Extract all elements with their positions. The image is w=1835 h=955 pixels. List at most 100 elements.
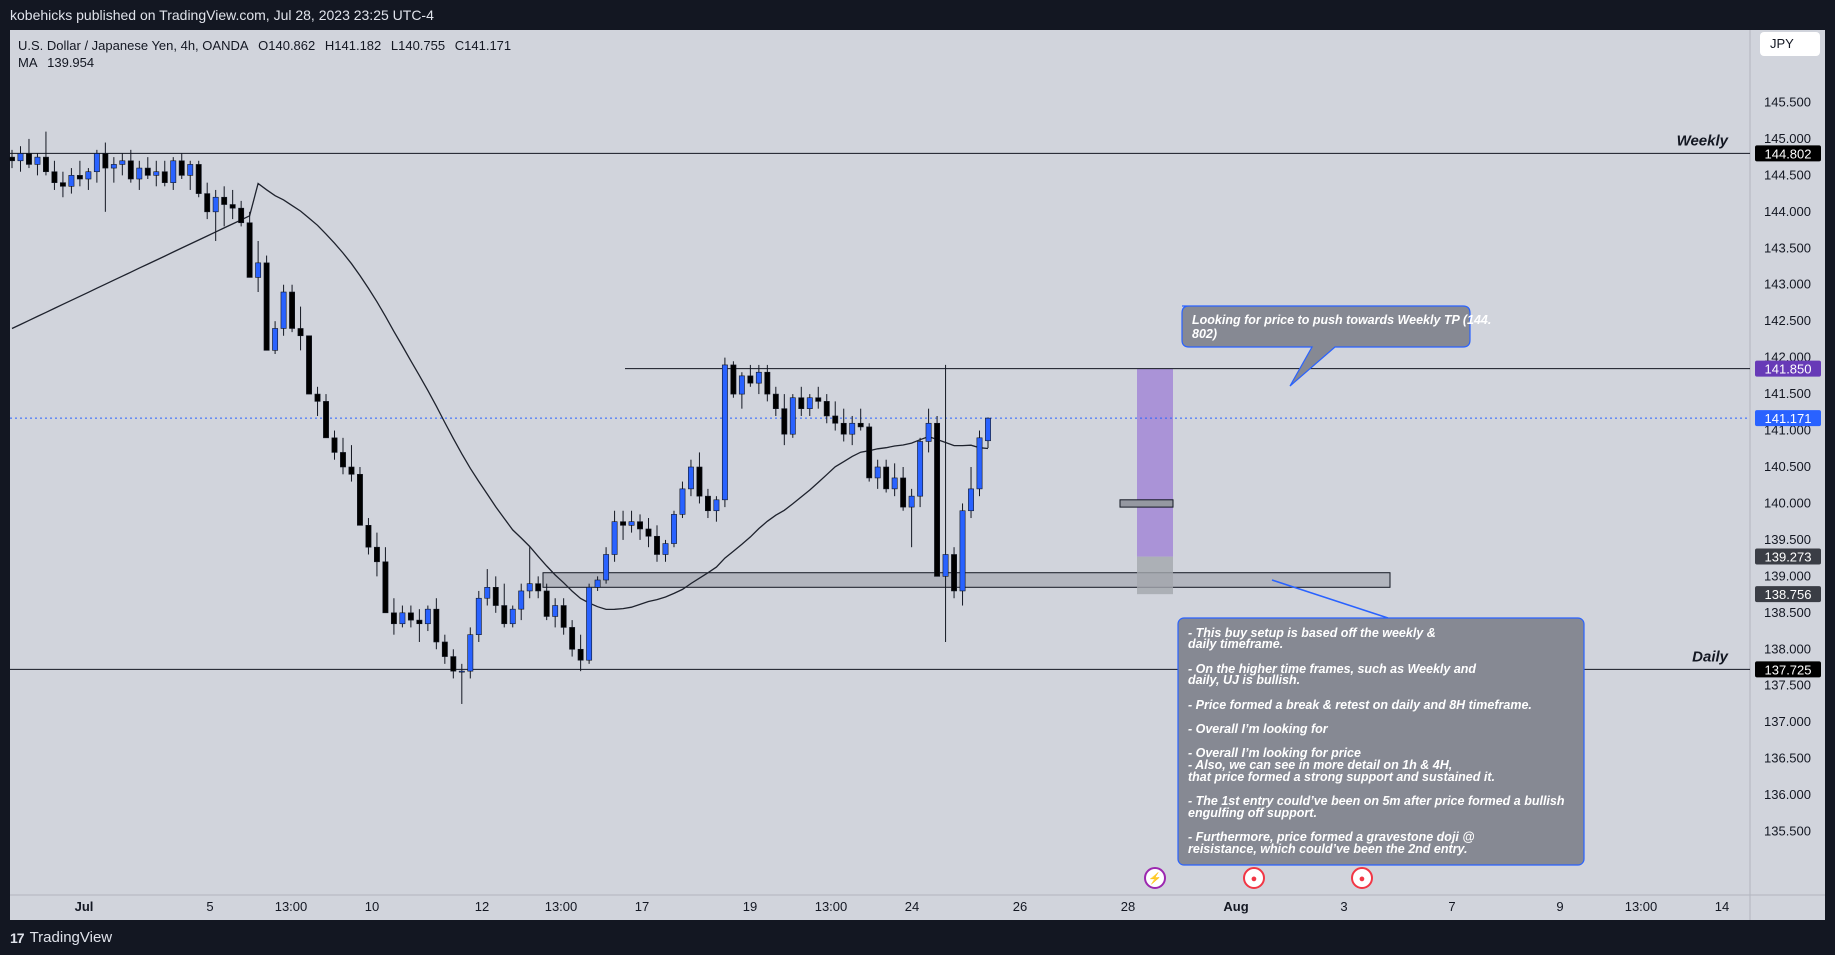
candle-body (263, 262, 270, 351)
candle-body (781, 408, 788, 435)
candle-body (645, 528, 652, 537)
candle-body (671, 514, 677, 544)
x-tick-label: 13:00 (275, 899, 308, 914)
x-tick-label: Jul (75, 899, 94, 914)
candle-body (806, 397, 813, 409)
candle-body (204, 193, 211, 213)
candle-body (136, 167, 143, 180)
candle-body (942, 554, 949, 577)
notes-line: engulfing off support. (1188, 806, 1317, 820)
candle-body (272, 328, 279, 351)
notes-line: - This buy setup is based off the weekly… (1188, 626, 1436, 640)
candle-body (611, 521, 618, 555)
x-tick-label: Aug (1223, 899, 1248, 914)
candle-body (526, 583, 533, 592)
y-tick-label: 139.000 (1764, 568, 1811, 583)
candle-body (144, 167, 151, 176)
time-axis[interactable]: Jul 5 13:00 10 12 13:00 17 19 13:00 24 26 28 Aug 3 7 9 1… (75, 899, 1730, 914)
candle-body (688, 466, 694, 490)
legend-low: L140.755 (390, 38, 446, 53)
candle-body (934, 422, 941, 577)
moving-average-line (11, 182, 989, 611)
candle-body (832, 415, 839, 424)
x-tick-label: 19 (743, 899, 757, 914)
notes-line: - Also, we can see in more detail on 1h … (1188, 758, 1452, 772)
candle-body (925, 422, 932, 442)
candle-body (314, 393, 321, 402)
y-tick-label: 137.500 (1764, 678, 1811, 693)
us-flag-icon (1351, 867, 1373, 889)
candle-body (348, 466, 355, 475)
candle-body (951, 554, 957, 592)
y-tick-label: 136.500 (1764, 751, 1811, 766)
x-tick-label: 13:00 (815, 899, 848, 914)
candle-body (815, 397, 822, 402)
currency-button[interactable]: JPY (1760, 32, 1820, 56)
tradingview-logo[interactable]: 17 TradingView (10, 929, 112, 946)
notes-line: reisistance, which could’ve been the 2nd… (1188, 842, 1467, 856)
candle-body (93, 153, 100, 173)
candle-body (195, 164, 202, 194)
candle-body (721, 364, 728, 501)
legend-ma-row: MA 139.954 (18, 54, 517, 71)
candle-body (26, 153, 32, 165)
candle-body (323, 401, 329, 439)
candle-body (772, 393, 779, 409)
candle-body (747, 375, 754, 384)
publish-text: kobehicks published on TradingView.com, … (10, 7, 434, 23)
candle-body (798, 397, 805, 409)
support-zone (542, 572, 1391, 588)
notes-line: - Furthermore, price formed a gravestone… (1188, 830, 1475, 844)
candle-body (917, 441, 924, 497)
candle-body (450, 656, 457, 672)
price-tag-label: 144.802 (1765, 146, 1812, 161)
price-tag-label: 141.850 (1765, 362, 1812, 377)
price-axis[interactable]: 135.500 136.000 136.500 137.000 137.500 138.0… (1755, 94, 1821, 839)
notes-line: - Price formed a break & retest on daily… (1188, 698, 1532, 712)
y-tick-label: 140.500 (1764, 459, 1811, 474)
y-tick-label: 137.000 (1764, 714, 1811, 729)
candle-body (433, 608, 440, 643)
notes-box (1177, 617, 1585, 866)
y-tick-label: 140.000 (1764, 495, 1811, 510)
top-callout-text: Looking for price to push towards Weekly… (1192, 313, 1491, 327)
lightning-icon-glyph: ⚡ (1148, 872, 1162, 885)
candle-body (764, 371, 771, 395)
price-tag (1755, 410, 1821, 427)
callouts: Looking for price to push towards Weekly… (1177, 305, 1585, 866)
level-label: Daily (1692, 648, 1729, 665)
candle-body (441, 641, 448, 657)
candle-body (374, 546, 380, 563)
candle-body (738, 375, 745, 395)
candle-body (34, 156, 41, 165)
brand-name: TradingView (29, 929, 113, 946)
us-flag-icon-glyph: ● (1251, 873, 1258, 885)
candle-body (518, 590, 525, 610)
candle-body (603, 554, 610, 581)
candle-body (59, 182, 66, 187)
candle-body (577, 648, 584, 661)
candle-body (280, 291, 287, 329)
candle-body (586, 586, 593, 661)
price-tag-label: 139.273 (1765, 549, 1812, 564)
candle-body (390, 612, 397, 625)
candle-body (153, 171, 160, 176)
footer-bar: 17 TradingView (0, 920, 1835, 955)
notes-line: - The 1st entry could’ve been on 5m afte… (1188, 794, 1565, 808)
x-tick-label: 24 (905, 899, 919, 914)
x-tick-label: 28 (1121, 899, 1135, 914)
candle-body (161, 171, 168, 183)
candle-body (246, 222, 253, 278)
candle-body (76, 175, 83, 180)
candle-body (908, 495, 915, 508)
chart-legend: U.S. Dollar / Japanese Yen, 4h, OANDA O1… (18, 37, 517, 71)
legend-ma-value: 139.954 (47, 55, 95, 70)
levels: Weekly Daily (10, 132, 1750, 670)
candle-body (959, 510, 966, 592)
y-tick-label: 143.500 (1764, 240, 1811, 255)
candle-body (679, 488, 686, 515)
candle-body (119, 160, 126, 165)
y-tick-label: 142.500 (1764, 313, 1811, 328)
candle-body (840, 422, 847, 435)
